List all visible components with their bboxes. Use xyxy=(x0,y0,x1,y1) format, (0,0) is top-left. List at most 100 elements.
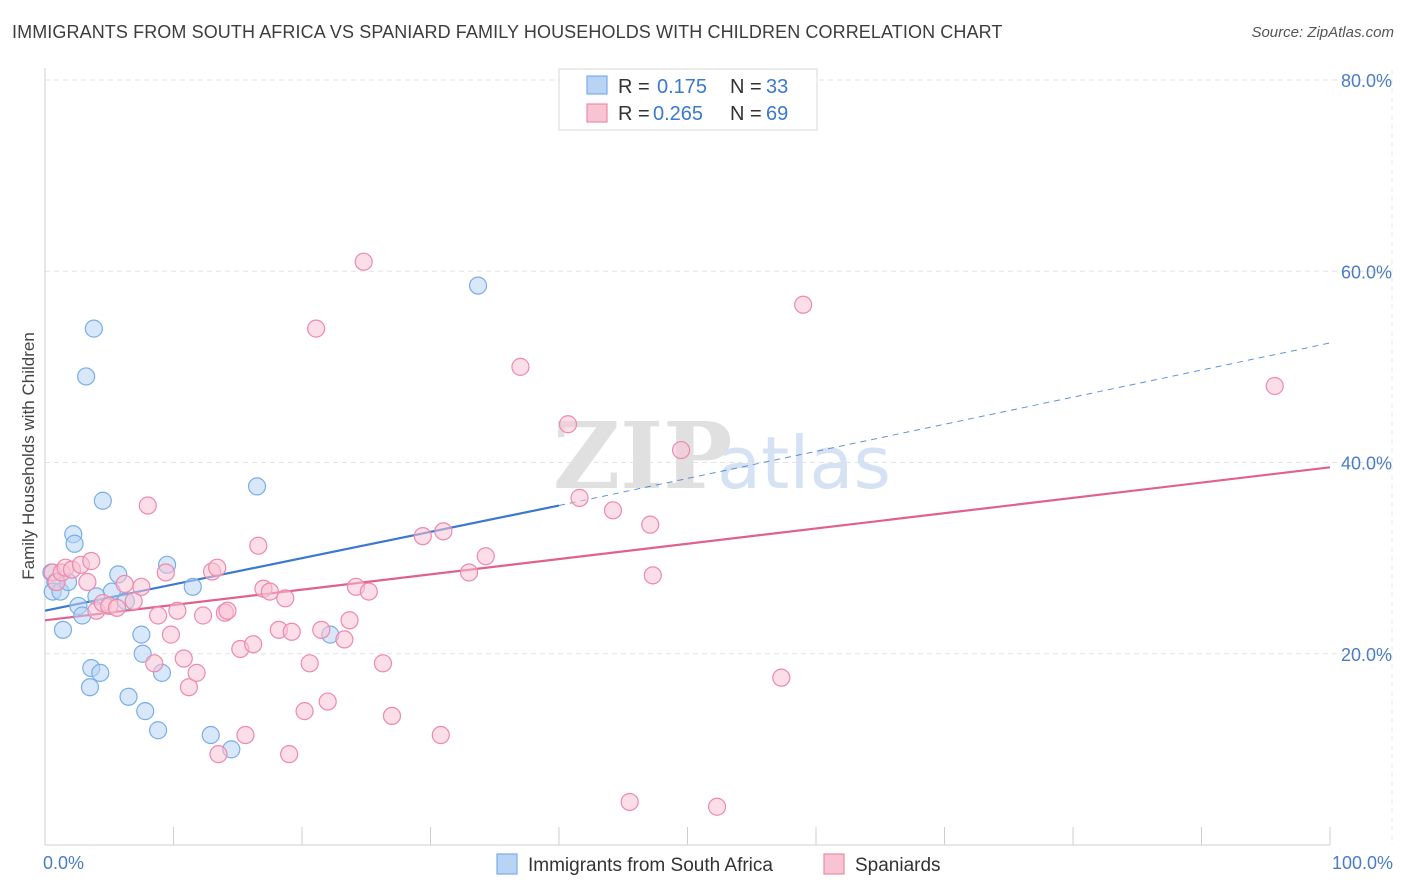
data-point xyxy=(434,522,453,541)
data-point xyxy=(643,566,662,585)
y-tick-label: 20.0% xyxy=(1341,645,1392,665)
legend-swatch-spaniards xyxy=(586,103,608,123)
data-point xyxy=(794,295,813,314)
data-point xyxy=(193,606,213,625)
data-point xyxy=(570,488,589,507)
legend-r-value-spaniards: 0.265 xyxy=(653,103,703,125)
data-point xyxy=(115,574,134,594)
data-point xyxy=(373,654,393,673)
series-legend: Immigrants from South Africa Spaniards xyxy=(496,853,941,876)
chart-title: IMMIGRANTS FROM SOUTH AFRICA VS SPANIARD… xyxy=(12,22,1003,42)
legend-r-label-spaniards: R = xyxy=(618,103,650,125)
bottom-legend-swatch-south-africa xyxy=(496,853,518,875)
data-point xyxy=(179,678,199,697)
data-point xyxy=(671,440,691,460)
gridlines xyxy=(45,70,1393,845)
data-point xyxy=(459,563,479,582)
y-tick-label: 60.0% xyxy=(1341,262,1392,282)
series-south-africa xyxy=(42,276,488,759)
data-point xyxy=(359,582,378,601)
legend-n-label-spaniards: N = xyxy=(730,103,762,125)
data-point xyxy=(276,589,295,608)
data-point xyxy=(312,620,331,639)
y-tick-label: 80.0% xyxy=(1341,71,1392,91)
data-point xyxy=(91,663,110,682)
data-point xyxy=(772,668,791,687)
data-point xyxy=(136,702,155,721)
data-point xyxy=(218,601,237,620)
data-point xyxy=(260,582,279,601)
data-point xyxy=(307,319,326,338)
data-point xyxy=(382,706,402,726)
data-point xyxy=(77,367,96,386)
data-point xyxy=(354,252,373,271)
data-point xyxy=(280,745,299,764)
data-point xyxy=(1265,376,1284,396)
data-point xyxy=(603,501,623,520)
legend-n-value-spaniards: 69 xyxy=(766,103,788,125)
data-point xyxy=(124,592,143,611)
data-point xyxy=(244,635,263,654)
data-point xyxy=(641,515,660,534)
data-point xyxy=(132,577,151,596)
y-tick-label: 40.0% xyxy=(1341,454,1392,474)
data-point xyxy=(318,692,337,711)
correlation-legend: R = 0.175 N = 33 R = 0.265 N = 69 xyxy=(558,68,818,131)
axes xyxy=(44,68,1331,846)
data-point xyxy=(132,625,151,644)
data-point xyxy=(168,601,187,620)
x-tick-label-end: 100.0% xyxy=(1332,853,1393,873)
legend-r-value-south-africa: 0.175 xyxy=(657,76,707,98)
data-point xyxy=(107,598,127,617)
data-point xyxy=(84,319,103,338)
data-point xyxy=(82,551,101,571)
bottom-legend-label-spaniards: Spaniards xyxy=(855,855,941,876)
data-point xyxy=(78,572,97,592)
data-point xyxy=(174,649,193,668)
data-point xyxy=(138,496,157,515)
tick-labels: 20.0% 40.0% 60.0% 80.0% 0.0% 100.0% xyxy=(43,71,1393,873)
data-point xyxy=(145,654,164,673)
data-point xyxy=(247,477,267,496)
data-point xyxy=(201,725,220,745)
data-point xyxy=(236,725,255,745)
data-points xyxy=(42,252,1284,816)
data-point xyxy=(148,721,168,740)
data-point xyxy=(65,534,84,553)
data-point xyxy=(148,606,168,625)
data-point xyxy=(300,654,319,673)
data-point xyxy=(295,702,314,721)
data-point xyxy=(161,625,181,644)
data-point xyxy=(511,357,530,376)
y-axis-label: Family Households with Children xyxy=(19,332,38,580)
bottom-legend-swatch-spaniards xyxy=(823,853,845,875)
data-point xyxy=(119,687,138,706)
data-point xyxy=(335,630,354,649)
data-point xyxy=(707,797,727,816)
data-point xyxy=(476,547,495,566)
data-point xyxy=(431,725,450,745)
legend-r-label-south-africa: R = xyxy=(618,76,650,98)
data-point xyxy=(468,276,488,295)
data-point xyxy=(93,491,112,510)
data-point xyxy=(80,678,100,697)
legend-n-label-south-africa: N = xyxy=(730,76,762,98)
data-point xyxy=(340,611,359,630)
x-tick-label-start: 0.0% xyxy=(43,853,84,873)
data-point xyxy=(187,663,206,682)
data-point xyxy=(282,622,301,641)
legend-n-value-south-africa: 33 xyxy=(766,76,788,98)
data-point xyxy=(183,577,202,596)
data-point xyxy=(208,558,227,577)
series-spaniards xyxy=(43,252,1284,816)
data-point xyxy=(53,620,73,639)
bottom-legend-label-south-africa: Immigrants from South Africa xyxy=(528,855,773,876)
source-credit: Source: ZipAtlas.com xyxy=(1251,24,1394,41)
watermark: ZIP atlas xyxy=(553,402,891,510)
data-point xyxy=(558,415,578,434)
data-point xyxy=(413,527,432,546)
data-point xyxy=(156,563,175,582)
data-point xyxy=(249,536,268,555)
data-point xyxy=(620,792,639,812)
